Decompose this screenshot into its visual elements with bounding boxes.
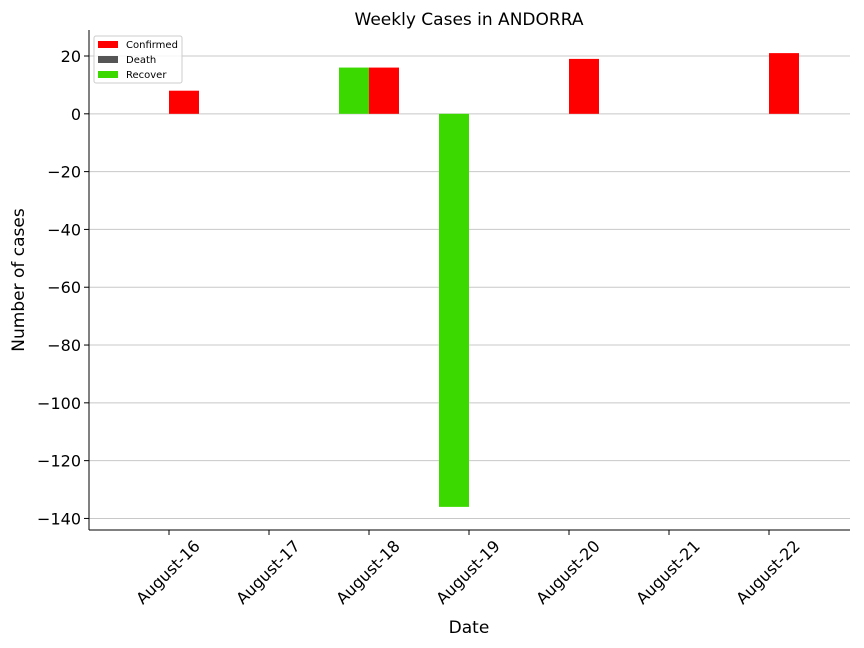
x-tick-label: August-18	[332, 536, 404, 608]
bars	[169, 53, 799, 507]
x-tick-label: August-21	[632, 536, 704, 608]
x-ticks: August-16 August-17 August-18 August-19 Augu…	[132, 530, 804, 608]
bar-confirmed-august-20	[569, 58, 599, 114]
axes	[88, 30, 850, 531]
y-tick-label: −100	[37, 394, 81, 413]
x-tick-label: August-17	[232, 536, 304, 608]
legend-label-confirmed: Confirmed	[126, 40, 178, 51]
y-axis-label: Number of cases	[9, 208, 29, 352]
legend-swatch-confirmed	[98, 41, 118, 48]
x-axis-label: Date	[449, 618, 490, 638]
y-tick-label: −20	[47, 163, 81, 182]
x-tick-label: August-20	[532, 536, 604, 608]
bar-confirmed-august-18	[369, 67, 399, 114]
legend-label-death: Death	[126, 55, 156, 66]
legend: Confirmed Death Recover	[93, 35, 183, 84]
y-tick-label: −140	[37, 509, 81, 528]
y-tick-label: 0	[71, 105, 81, 124]
grid-lines	[89, 55, 850, 519]
bar-recover-august-19	[439, 113, 469, 507]
y-tick-label: −80	[47, 336, 81, 355]
x-tick-label: August-19	[432, 536, 504, 608]
legend-swatch-death	[98, 56, 118, 63]
y-tick-label: −120	[37, 452, 81, 471]
bar-confirmed-august-16	[169, 90, 199, 114]
legend-label-recover: Recover	[126, 70, 167, 81]
y-ticks: 20 0 −20 −40 −60 −80 −100 −120 −140	[37, 47, 89, 528]
y-tick-label: −60	[47, 278, 81, 297]
chart-title: Weekly Cases in ANDORRA	[355, 10, 584, 30]
x-tick-label: August-22	[732, 536, 804, 608]
y-tick-label: 20	[61, 47, 81, 66]
bar-recover-august-18	[339, 67, 369, 114]
bar-confirmed-august-22	[769, 53, 799, 114]
legend-swatch-recover	[98, 71, 118, 78]
y-tick-label: −40	[47, 220, 81, 239]
x-tick-label: August-16	[132, 536, 204, 608]
